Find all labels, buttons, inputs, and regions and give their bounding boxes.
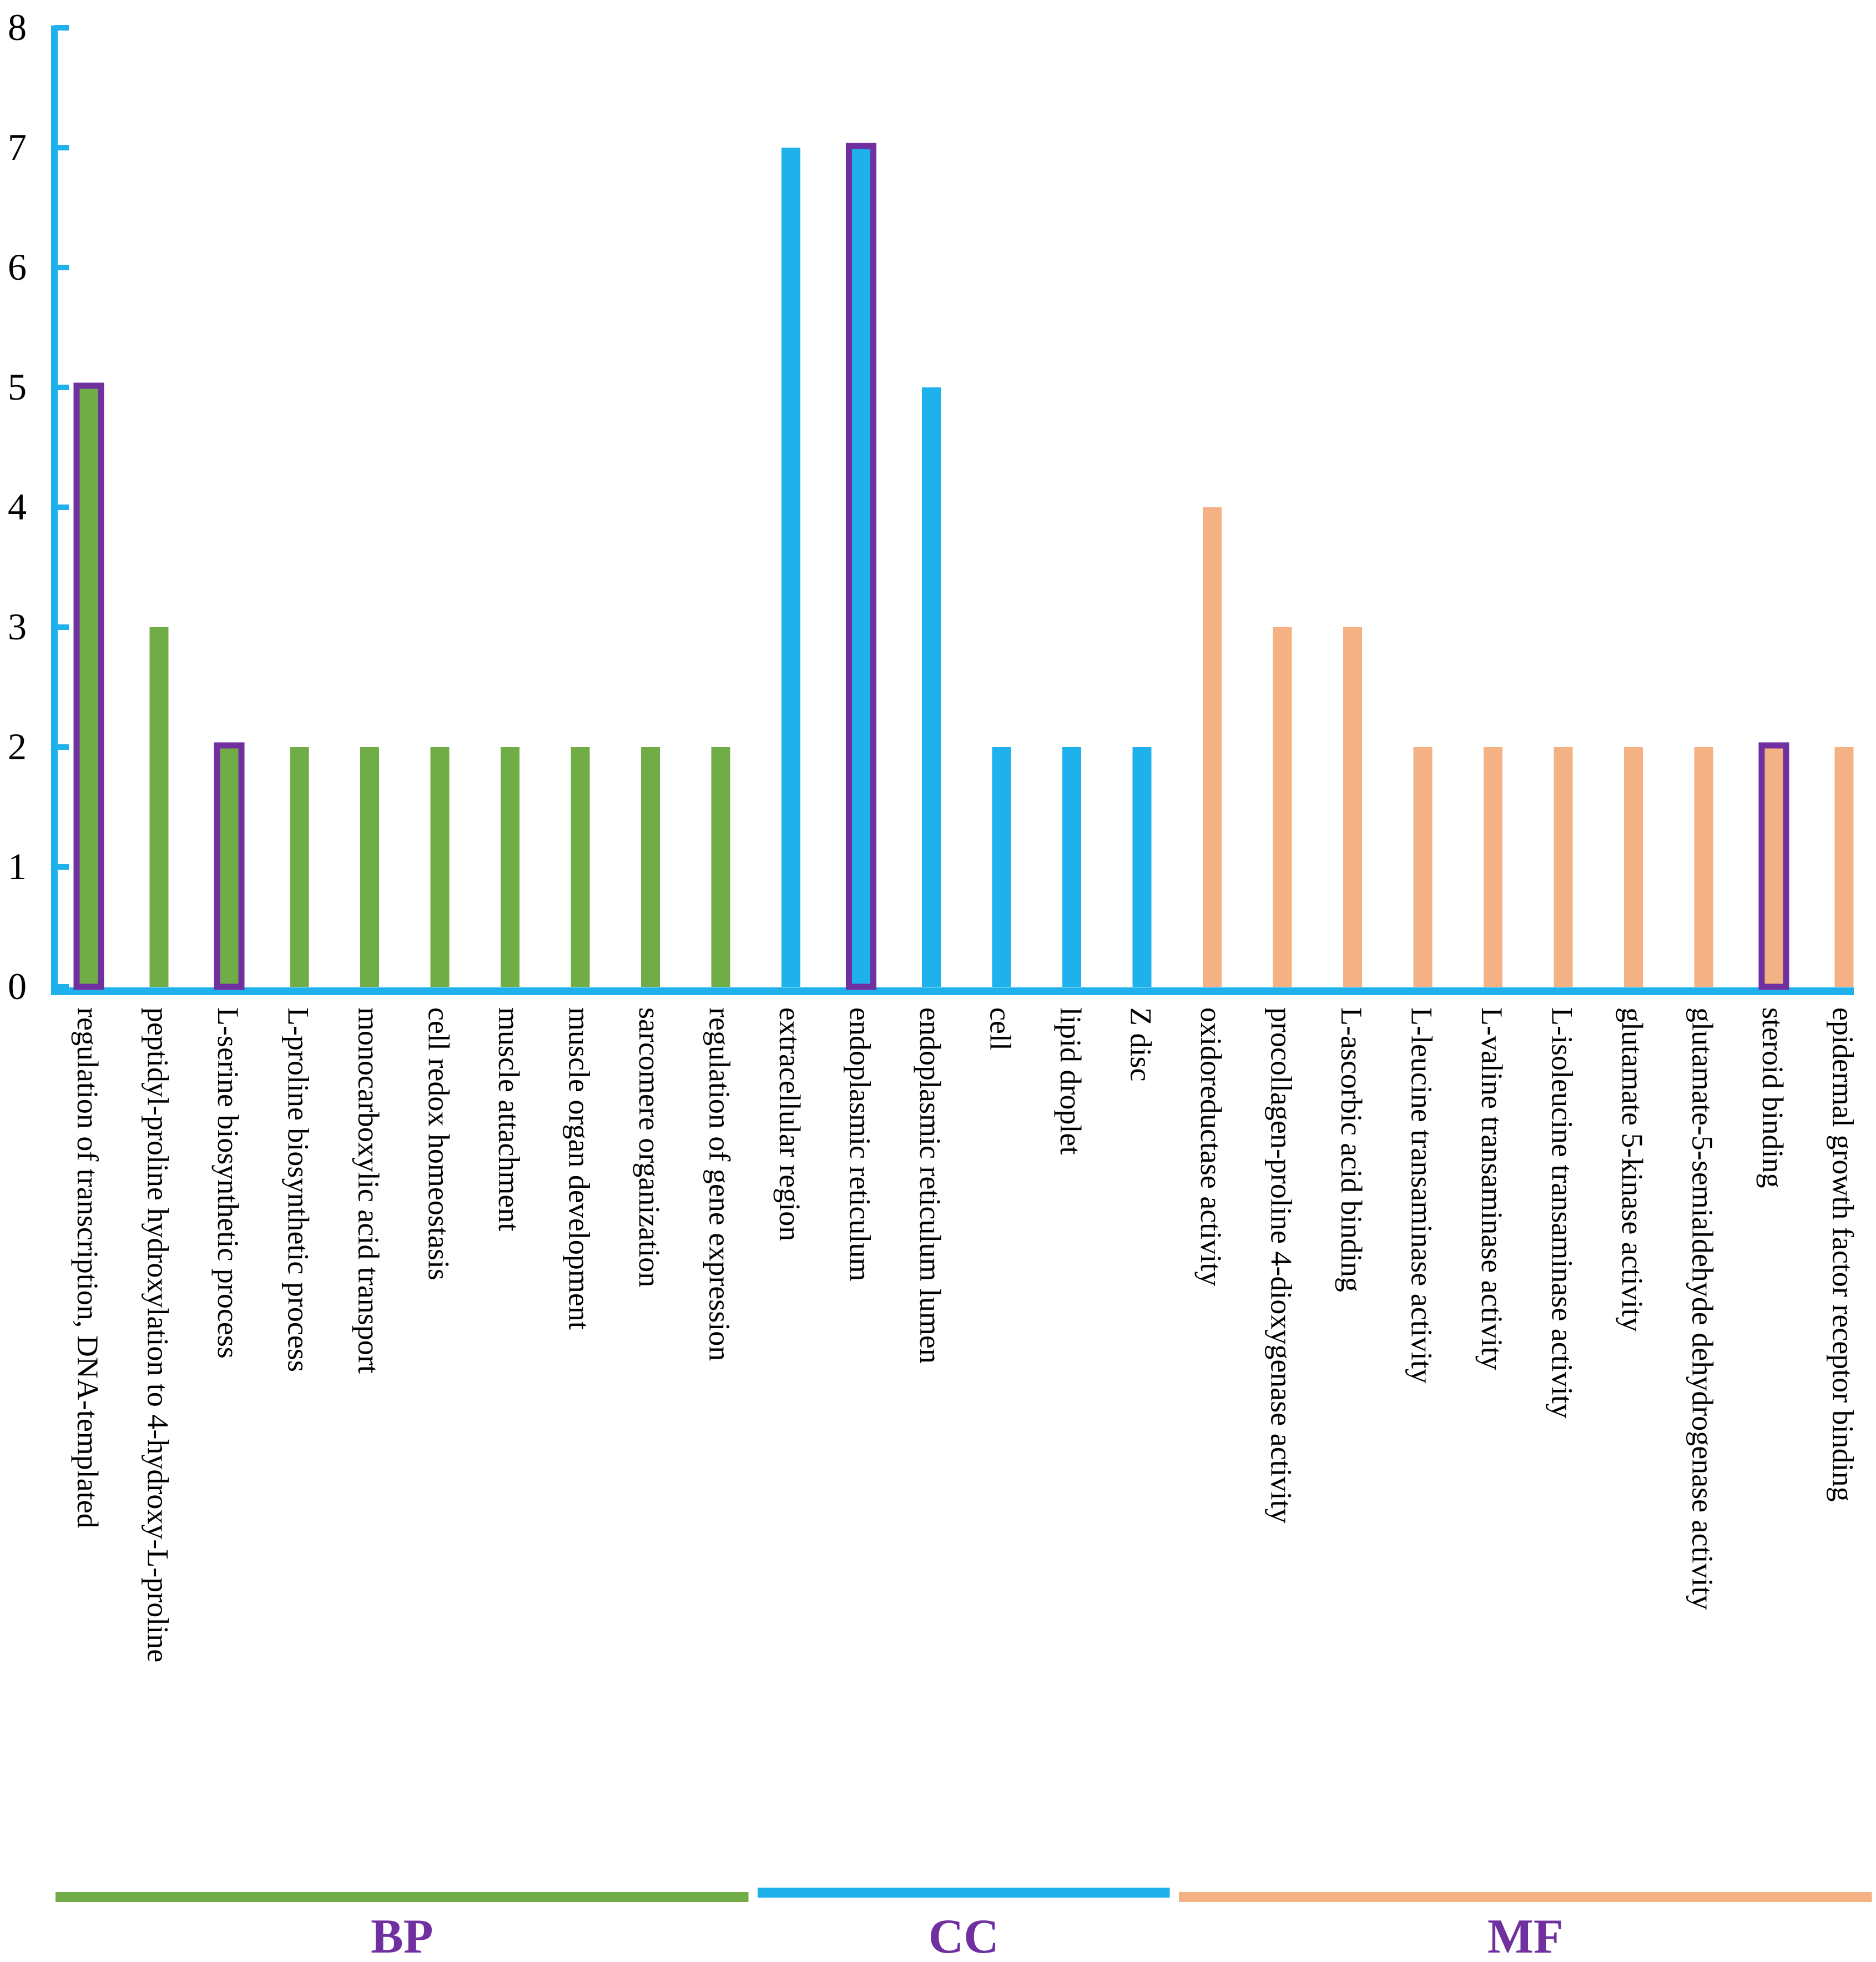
category-label: steroid binding xyxy=(1756,1007,1789,1188)
y-tick-label: 6 xyxy=(8,246,27,288)
bar xyxy=(290,747,309,987)
bar xyxy=(1062,747,1081,987)
bar xyxy=(992,747,1011,987)
bar xyxy=(501,747,520,987)
bar xyxy=(360,747,379,987)
category-label: regulation of gene expression xyxy=(703,1007,737,1361)
category-label: regulation of transcription, DNA-templat… xyxy=(71,1007,104,1529)
category-label: L-valine transaminase activity xyxy=(1475,1007,1509,1370)
category-label: monocarboxylic acid transport xyxy=(352,1007,385,1374)
bar-highlight-outline xyxy=(214,742,245,990)
category-label: muscle attachment xyxy=(492,1007,526,1231)
y-tick-label: 0 xyxy=(8,965,27,1007)
bar xyxy=(781,148,800,987)
category-label: Z disc xyxy=(1124,1007,1158,1081)
category-label: muscle organ development xyxy=(563,1007,596,1330)
bar xyxy=(1764,747,1783,987)
y-tick-label: 7 xyxy=(8,126,27,168)
category-label: glutamate-5-semialdehyde dehydrogenase a… xyxy=(1686,1007,1719,1610)
group-label: MF xyxy=(1487,1910,1564,1962)
bar-highlight-outline xyxy=(846,143,876,990)
bar xyxy=(922,387,941,987)
group-label: BP xyxy=(371,1910,433,1962)
category-label: L-leucine transaminase activity xyxy=(1405,1007,1439,1384)
y-tick-label: 5 xyxy=(8,366,27,408)
category-labels: regulation of transcription, DNA-templat… xyxy=(71,1007,1860,1662)
bar xyxy=(1484,747,1502,987)
bar-highlight-outline xyxy=(73,382,104,990)
bar xyxy=(430,747,450,987)
category-label: lipid droplet xyxy=(1054,1007,1087,1154)
bar xyxy=(1343,627,1362,987)
category-label: sarcomere organization xyxy=(633,1007,666,1287)
group-brackets: BP CC MF xyxy=(56,1888,1872,1962)
y-tick-label: 1 xyxy=(8,845,27,887)
bar xyxy=(79,387,98,987)
category-label: L-isoleucine transaminase activity xyxy=(1546,1007,1579,1419)
bar xyxy=(1554,747,1573,987)
bars xyxy=(73,143,1854,990)
category-label: L-serine biosynthetic process xyxy=(211,1007,245,1359)
category-label: endoplasmic reticulum xyxy=(844,1007,877,1281)
y-tick-label: 8 xyxy=(8,6,27,48)
category-label: epidermal growth factor receptor binding xyxy=(1827,1007,1860,1502)
bar xyxy=(571,747,590,987)
category-label: endoplasmic reticulum lumen xyxy=(914,1007,947,1364)
category-label: L-ascorbic acid binding xyxy=(1335,1007,1368,1292)
category-label: cell redox homeostasis xyxy=(422,1007,456,1280)
y-tick-label: 3 xyxy=(8,606,27,648)
category-label: extracellular region xyxy=(773,1007,806,1241)
y-axis-ticks: 0 1 2 3 4 5 6 7 8 xyxy=(8,6,69,1007)
bar xyxy=(1132,747,1152,987)
bar xyxy=(851,148,871,987)
bar xyxy=(711,747,730,987)
category-label: cell xyxy=(984,1007,1017,1051)
bar xyxy=(1413,747,1433,987)
axes xyxy=(51,26,1854,995)
y-tick-label: 2 xyxy=(8,725,27,768)
bar xyxy=(149,627,169,987)
bar xyxy=(1694,747,1713,987)
bar xyxy=(641,747,660,987)
bar xyxy=(1624,747,1643,987)
category-label: oxidoreductase activity xyxy=(1194,1007,1228,1286)
category-label: peptidyl-proline hydroxylation to 4-hydr… xyxy=(142,1007,175,1662)
group-label: CC xyxy=(929,1910,999,1962)
bar-highlight-outline xyxy=(1758,742,1789,990)
category-label: glutamate 5-kinase activity xyxy=(1616,1007,1649,1332)
bar xyxy=(1203,507,1222,987)
category-label: L-proline biosynthetic process xyxy=(282,1007,315,1372)
category-label: procollagen-proline 4-dioxygenase activi… xyxy=(1265,1007,1298,1524)
bar xyxy=(220,747,239,987)
bar xyxy=(1834,747,1854,987)
bar xyxy=(1273,627,1292,987)
y-tick-label: 4 xyxy=(8,486,27,528)
